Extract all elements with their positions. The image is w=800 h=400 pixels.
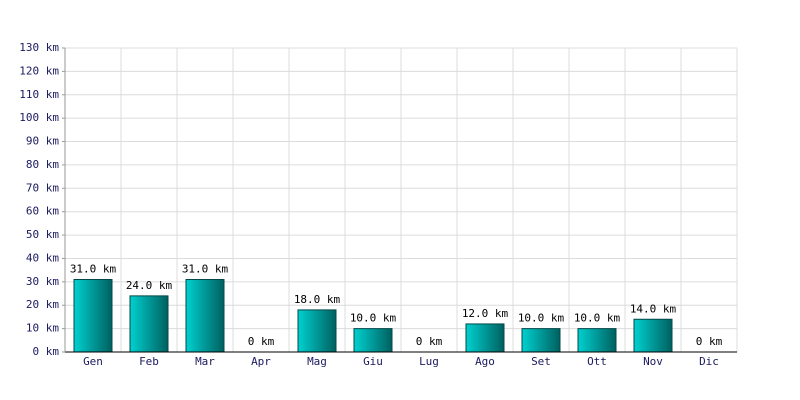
bar <box>521 328 561 353</box>
bar <box>633 318 673 353</box>
y-tick-label: 80 km <box>26 158 59 171</box>
y-tick-label: 110 km <box>19 88 59 101</box>
bar <box>465 323 505 353</box>
bar <box>297 309 337 353</box>
bar <box>577 328 617 353</box>
y-tick-label: 40 km <box>26 251 59 264</box>
x-tick-label: Nov <box>643 355 663 368</box>
value-label: 31.0 km <box>70 263 117 276</box>
value-label: 18.0 km <box>294 293 341 306</box>
bar <box>185 279 225 353</box>
y-tick-label: 20 km <box>26 298 59 311</box>
x-tick-label: Set <box>531 355 551 368</box>
value-label: 0 km <box>248 335 275 348</box>
x-tick-label: Ago <box>475 355 495 368</box>
y-tick-label: 30 km <box>26 275 59 288</box>
bar <box>73 279 113 353</box>
x-tick-label: Gen <box>83 355 103 368</box>
x-tick-label: Apr <box>251 355 271 368</box>
y-tick-label: 90 km <box>26 135 59 148</box>
value-label: 14.0 km <box>630 302 677 315</box>
y-tick-label: 60 km <box>26 205 59 218</box>
x-tick-label: Mag <box>307 355 327 368</box>
y-tick-label: 120 km <box>19 64 59 77</box>
value-label: 10.0 km <box>574 312 621 325</box>
y-tick-label: 10 km <box>26 322 59 335</box>
value-label: 12.0 km <box>462 307 509 320</box>
y-tick-label: 100 km <box>19 111 59 124</box>
x-tick-label: Mar <box>195 355 215 368</box>
x-tick-label: Dic <box>699 355 719 368</box>
value-label: 31.0 km <box>182 263 229 276</box>
bar <box>353 328 393 353</box>
value-label: 10.0 km <box>350 312 397 325</box>
y-tick-label: 70 km <box>26 181 59 194</box>
value-label: 0 km <box>696 335 723 348</box>
y-tick-label: 50 km <box>26 228 59 241</box>
value-label: 24.0 km <box>126 279 173 292</box>
x-tick-label: Ott <box>587 355 607 368</box>
bar <box>129 295 169 353</box>
y-tick-label: 130 km <box>19 41 59 54</box>
x-tick-label: Lug <box>419 355 439 368</box>
value-label: 0 km <box>416 335 443 348</box>
y-tick-label: 0 km <box>33 345 60 358</box>
x-tick-label: Feb <box>139 355 159 368</box>
x-tick-label: Giu <box>363 355 383 368</box>
value-label: 10.0 km <box>518 312 565 325</box>
